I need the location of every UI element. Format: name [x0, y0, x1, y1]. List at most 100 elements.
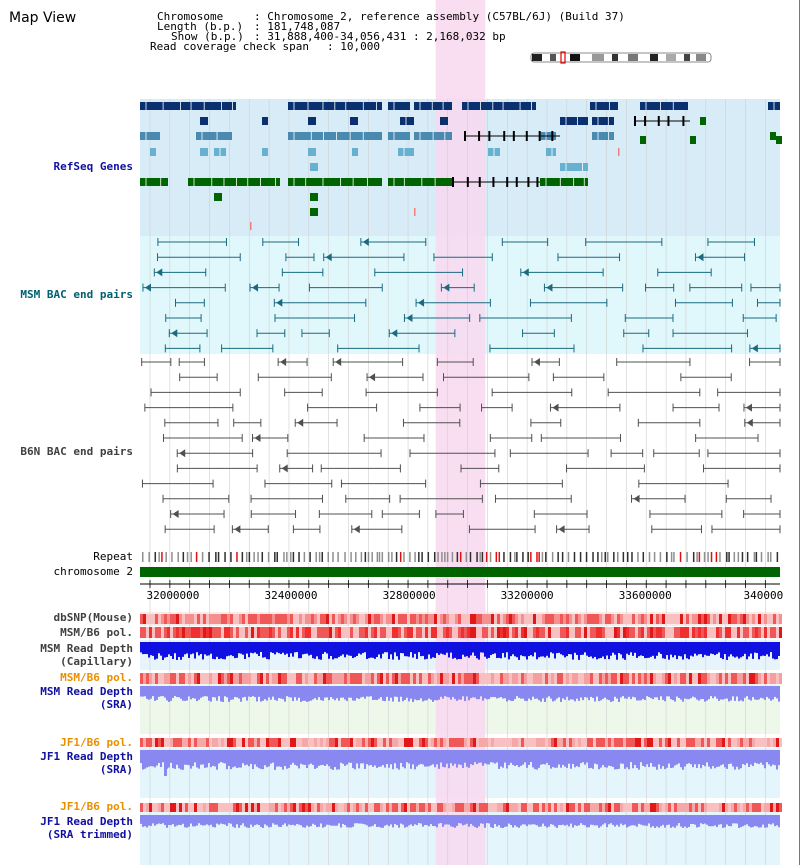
read-depth-bar [602, 686, 604, 699]
track-label-msm-b6-pol-2[interactable]: MSM/B6 pol. [60, 671, 133, 684]
read-depth-bar [574, 642, 576, 653]
read-depth-bar [284, 686, 286, 702]
read-depth-bar [722, 686, 724, 700]
snp-density-cell [317, 627, 320, 638]
snp-density-cell [185, 803, 188, 812]
track-label-dbsnp[interactable]: dbSNP(Mouse) [53, 611, 133, 624]
snp-density-cell [689, 614, 692, 624]
track-label-msm-depth-capillary[interactable]: MSM Read Depth [40, 642, 133, 655]
read-depth-bar [470, 686, 472, 699]
snp-density-cell [587, 738, 590, 747]
read-depth-bar [466, 686, 468, 697]
read-depth-bar [646, 750, 648, 765]
read-depth-bar [302, 686, 304, 701]
read-depth-bar [662, 815, 664, 825]
read-depth-bar [718, 815, 720, 825]
read-depth-bar [532, 686, 534, 697]
snp-density-cell [176, 738, 179, 747]
read-depth-bar [280, 750, 282, 767]
read-depth-bar [518, 750, 520, 768]
track-label-jf1-depth-trimmed[interactable]: JF1 Read Depth [40, 815, 133, 828]
track-label-jf1-depth-sra[interactable]: JF1 Read Depth [40, 750, 133, 763]
snp-density-cell [461, 627, 464, 638]
read-depth-bar [394, 750, 396, 764]
read-depth-bar [764, 815, 766, 828]
read-depth-bar [558, 642, 560, 653]
read-depth-bar [434, 750, 436, 768]
snp-density-cell [635, 627, 638, 638]
read-depth-bar [472, 815, 474, 826]
track-label-msm-bac[interactable]: MSM BAC end pairs [20, 288, 133, 301]
track-label-refseq-genes[interactable]: RefSeq Genes [53, 160, 133, 173]
read-depth-bar [540, 686, 542, 702]
repeat-element [670, 552, 673, 562]
track-label-msm-b6-pol-1[interactable]: MSM/B6 pol. [60, 626, 133, 639]
snp-density-cell [323, 673, 326, 684]
read-depth-bar [174, 686, 176, 697]
snp-density-cell [188, 803, 191, 812]
snp-density-cell [530, 627, 533, 638]
read-depth-bar [140, 750, 142, 764]
read-depth-bar [404, 686, 406, 700]
snp-density-cell [248, 673, 251, 684]
read-depth-bar [180, 686, 182, 699]
read-depth-bar [368, 686, 370, 697]
strand-arrow [406, 314, 413, 322]
read-depth-bar [772, 750, 774, 765]
snp-density-cell [770, 627, 773, 638]
track-label-b6n-bac[interactable]: B6N BAC end pairs [20, 445, 133, 458]
snp-density-cell [404, 738, 407, 747]
read-depth-bar [486, 750, 488, 765]
snp-density-cell [305, 738, 308, 747]
read-depth-bar [624, 686, 626, 699]
length-value: : 181,748,087 [254, 20, 341, 33]
snp-density-cell [566, 738, 569, 747]
snp-density-cell [476, 803, 479, 812]
snp-density-cell [146, 738, 149, 747]
snp-density-cell [317, 673, 320, 684]
snp-density-cell [398, 738, 401, 747]
snp-density-cell [347, 673, 350, 684]
read-depth-bar [300, 642, 302, 659]
gene-model [440, 117, 448, 125]
track-label-repeat[interactable]: Repeat [93, 550, 133, 563]
read-depth-bar [296, 750, 298, 766]
track-label-jf1-b6-pol-1[interactable]: JF1/B6 pol. [60, 736, 133, 749]
read-depth-bar [620, 750, 622, 764]
strand-arrow [276, 298, 283, 307]
snp-density-cell [629, 614, 632, 624]
read-depth-bar [420, 750, 422, 764]
read-depth-bar [300, 750, 302, 764]
read-depth-bar [190, 642, 192, 655]
read-depth-bar [760, 815, 762, 828]
read-depth-bar [268, 815, 270, 828]
read-depth-bar [396, 815, 398, 826]
snp-density-cell [488, 803, 491, 812]
read-depth-bar [696, 750, 698, 768]
repeat-element [177, 552, 179, 562]
snp-density-cell [587, 803, 590, 812]
read-depth-bar [168, 686, 170, 702]
read-depth-bar [232, 686, 234, 700]
snp-density-cell [536, 614, 539, 624]
read-depth-bar [178, 686, 180, 698]
snp-density-cell [734, 673, 737, 684]
snp-density-cell [248, 627, 251, 638]
read-depth-bar [444, 750, 446, 768]
snp-density-cell [554, 738, 557, 747]
track-label-msm-depth-sra[interactable]: MSM Read Depth [40, 685, 133, 698]
read-depth-bar [566, 642, 568, 657]
snp-density-cell [185, 673, 188, 684]
snp-density-cell [773, 673, 776, 684]
snp-density-cell [773, 614, 776, 624]
track-label-jf1-b6-pol-2[interactable]: JF1/B6 pol. [60, 800, 133, 813]
gene-model [400, 117, 414, 125]
read-depth-bar [760, 750, 762, 763]
read-depth-bar [328, 686, 330, 701]
snp-density-cell [401, 673, 404, 684]
read-depth-bar [748, 642, 750, 657]
read-depth-bar [416, 642, 418, 659]
read-depth-bar [712, 750, 714, 767]
exon [525, 131, 528, 141]
strand-arrow [697, 253, 704, 262]
